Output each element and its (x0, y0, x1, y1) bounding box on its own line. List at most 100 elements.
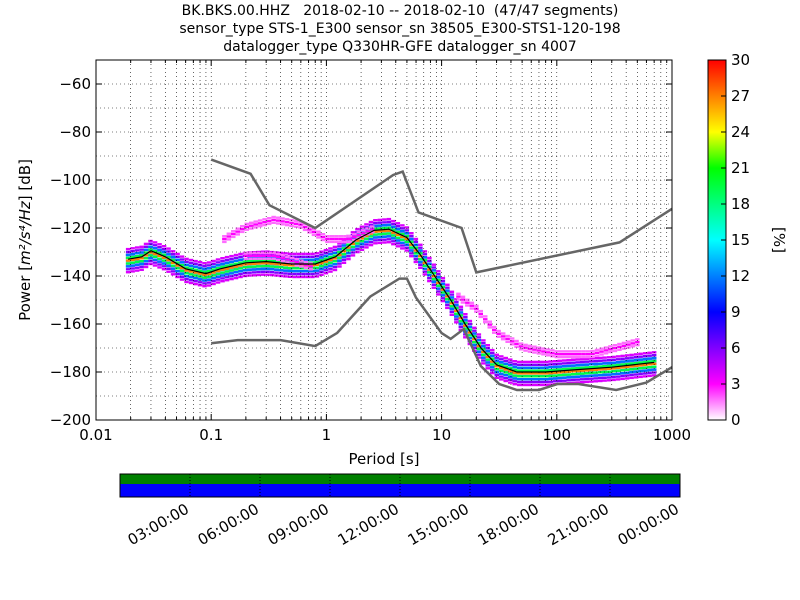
density-cell (193, 268, 198, 271)
density-cell (589, 357, 594, 360)
density-cell (361, 232, 366, 235)
density-cell (615, 372, 621, 375)
density-cell (283, 269, 288, 272)
density-cell (615, 361, 621, 364)
density-cell (206, 264, 212, 267)
density-cell (166, 250, 171, 253)
density-cell (481, 344, 486, 348)
density-cell (364, 223, 369, 226)
density-cell (302, 225, 308, 229)
density-cell (580, 372, 585, 375)
density-cell (292, 275, 297, 279)
density-cell (391, 225, 396, 229)
timeline-tick-label: 09:00:00 (265, 500, 332, 549)
density-cell (193, 259, 198, 263)
density-cell (449, 305, 455, 308)
density-cell (440, 297, 446, 300)
colorbar-tick-label: 24 (731, 123, 750, 141)
density-cell (557, 374, 562, 377)
density-cell (301, 252, 306, 256)
density-cell (440, 294, 446, 297)
density-cell (256, 273, 261, 277)
density-cell (476, 350, 482, 353)
density-cell (409, 249, 414, 252)
density-cell (606, 379, 612, 382)
density-cell (624, 365, 630, 369)
density-cell (535, 372, 540, 375)
density-cell (125, 256, 131, 259)
density-cell (496, 329, 501, 333)
density-cell (257, 257, 262, 260)
density-cell (585, 355, 591, 359)
density-cell (283, 263, 288, 267)
density-cell (328, 256, 333, 259)
density-cell (478, 309, 483, 313)
density-cell (508, 378, 513, 381)
density-cell (593, 362, 598, 366)
density-cell (496, 332, 501, 335)
density-cell (355, 227, 360, 231)
density-cell (188, 264, 194, 267)
density-cell (166, 270, 171, 273)
density-cell (503, 377, 508, 380)
density-cell (175, 261, 180, 264)
density-cell (568, 350, 573, 353)
colorbar-ticks: 0 3 6 9 12 15 18 21 24 27 30 (721, 51, 750, 429)
density-cell (305, 252, 311, 256)
density-cell (557, 365, 562, 368)
density-cell (224, 270, 230, 273)
density-cell (431, 286, 437, 289)
density-cell (440, 299, 446, 303)
density-cell (395, 245, 401, 248)
density-cell (445, 283, 450, 286)
density-cell (247, 271, 252, 274)
density-cell (530, 369, 535, 372)
density-cell (316, 230, 321, 233)
density-cell (253, 226, 258, 229)
density-cell (235, 227, 240, 230)
density-cell (548, 363, 553, 366)
density-cell (319, 253, 324, 256)
density-cell (593, 371, 598, 374)
density-cell (276, 258, 281, 262)
density-cell (222, 235, 227, 238)
density-cell (638, 355, 643, 358)
density-cell (193, 274, 198, 277)
density-cell (503, 356, 508, 360)
density-cell (629, 359, 634, 362)
density-cell (266, 217, 272, 220)
density-cell (175, 272, 180, 276)
density-cell (436, 284, 441, 287)
density-cell (568, 355, 573, 359)
density-cell (229, 260, 234, 264)
density-cell (220, 268, 225, 271)
density-cell (612, 349, 618, 353)
density-cell (554, 350, 560, 353)
density-cell (215, 272, 221, 276)
density-cell (310, 272, 315, 276)
density-cell (575, 378, 580, 381)
density-cell (247, 262, 252, 266)
density-cell (503, 371, 508, 374)
density-cell (247, 265, 252, 269)
density-cell (350, 242, 356, 245)
density-cell (541, 353, 546, 356)
density-cell (215, 261, 221, 264)
density-cell (244, 225, 249, 228)
density-cell (320, 238, 326, 242)
density-cell (338, 237, 344, 241)
density-cell (395, 227, 401, 231)
density-cell (319, 273, 324, 276)
density-cell (566, 367, 571, 370)
density-cell (377, 221, 383, 224)
density-cell (251, 268, 257, 271)
density-cell (517, 380, 522, 384)
density-cell (458, 308, 464, 311)
density-cell (368, 226, 374, 229)
density-cell (490, 363, 495, 366)
density-cell (518, 345, 524, 348)
density-cell (422, 261, 428, 265)
density-cell (593, 368, 598, 371)
density-cell (242, 260, 248, 263)
density-cell (238, 261, 243, 264)
